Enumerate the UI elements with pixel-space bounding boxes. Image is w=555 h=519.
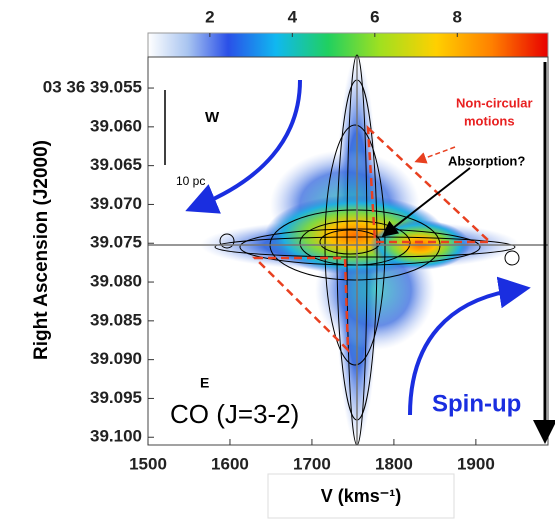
annotation: motions [464,113,515,128]
annotation: Non-circular [456,95,533,110]
annotation: W [205,109,220,126]
y-tick-label: 39.100 [90,427,142,446]
x-tick-label: 1600 [211,454,249,473]
x-label-box [267,473,455,519]
annotation: 10 pc [176,174,205,188]
y-tick-label: 39.080 [90,272,142,291]
overlays [164,62,555,444]
y-tick-label: 39.085 [90,310,142,329]
y-tick-label: 39.070 [90,194,142,213]
y-axis-label: Right Ascension (J2000) [31,140,52,360]
x-axis-label: V (kms⁻¹) [321,486,402,506]
annotation: E [200,375,209,391]
colorbar-tick-label: 6 [370,7,379,26]
y-tick-label: 03 36 39.055 [43,78,142,97]
y-tick-label: 39.095 [90,388,142,407]
y-tick-label: 39.065 [90,155,142,174]
annotation: CO (J=3-2) [170,399,299,429]
y-tick-label: 39.060 [90,116,142,135]
x-tick-label: 1800 [375,454,413,473]
x-tick-label: 1700 [293,454,331,473]
y-tick-label: 39.090 [90,349,142,368]
y-tick-label: 39.075 [90,233,142,252]
x-tick-label: 1900 [457,454,495,473]
plot-frame [147,56,549,446]
annotation: Absorption? [448,153,525,168]
x-tick-label: 1500 [129,454,167,473]
colorbar-tick-label: 4 [288,7,298,26]
colorbar [147,32,549,58]
colorbar-tick-label: 2 [205,7,214,26]
annotation: Spin-up [432,390,521,417]
colorbar-tick-label: 8 [453,7,462,26]
